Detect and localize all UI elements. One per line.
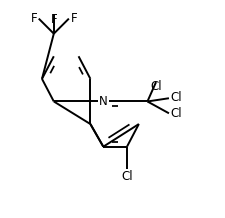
Text: Cl: Cl: [169, 91, 181, 104]
Text: F: F: [50, 13, 57, 26]
Text: Cl: Cl: [121, 170, 132, 183]
Text: Cl: Cl: [150, 80, 161, 93]
Text: F: F: [70, 12, 77, 25]
Text: N: N: [99, 95, 107, 108]
Text: F: F: [30, 12, 37, 25]
Text: Cl: Cl: [169, 107, 181, 120]
